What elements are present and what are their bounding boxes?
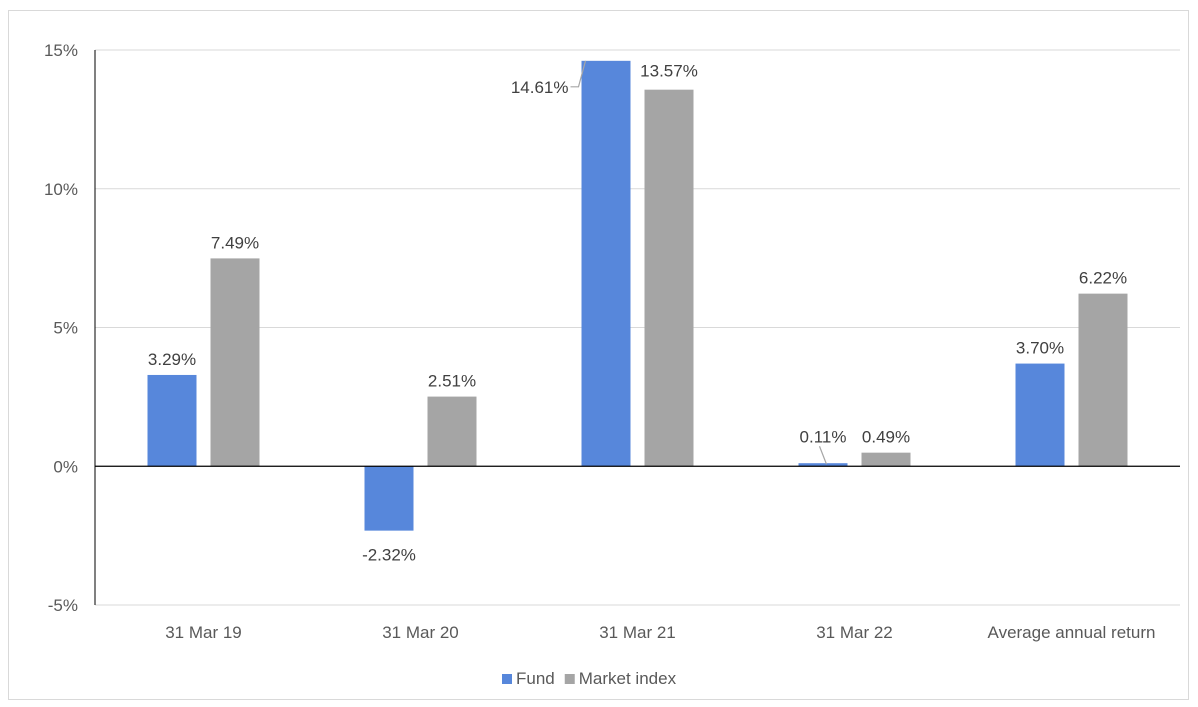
x-tick-label: 31 Mar 21 <box>599 623 676 642</box>
market-index-legend-swatch <box>564 674 575 684</box>
fund-data-label: -2.32% <box>362 546 416 565</box>
market-index-data-label: 0.49% <box>862 428 910 447</box>
fund-data-label: 3.70% <box>1016 339 1064 358</box>
x-tick-label: 31 Mar 22 <box>816 623 893 642</box>
y-tick-label: 10% <box>44 180 78 199</box>
y-tick-label: 0% <box>53 457 78 476</box>
fund-legend-swatch <box>502 674 512 684</box>
market-index-data-label: 6.22% <box>1079 269 1127 288</box>
market-index-bar <box>644 89 694 467</box>
market-index-bar <box>861 452 911 467</box>
y-tick-label: -5% <box>48 596 78 615</box>
fund-bar <box>1015 363 1065 467</box>
market-index-bar <box>427 396 477 467</box>
x-tick-label: 31 Mar 19 <box>165 623 242 642</box>
market-index-bar <box>1078 293 1128 467</box>
fund-bar <box>581 60 631 467</box>
y-tick-label: 15% <box>44 41 78 60</box>
fund-data-label: 3.29% <box>148 350 196 369</box>
market-index-data-label: 2.51% <box>428 372 476 391</box>
fund-data-label: 14.61% <box>511 78 569 97</box>
fund-data-label: 0.11% <box>800 427 847 446</box>
fund-legend-label: Fund <box>516 669 555 688</box>
y-tick-label: 5% <box>53 319 78 338</box>
market-index-data-label: 13.57% <box>640 62 698 81</box>
fund-bar <box>147 374 197 467</box>
market-index-data-label: 7.49% <box>211 233 259 252</box>
fund-bar <box>798 463 848 467</box>
market-index-legend-label: Market index <box>579 669 677 688</box>
market-index-bar <box>210 258 260 467</box>
x-tick-label: Average annual return <box>988 623 1156 642</box>
leader-line <box>818 446 828 465</box>
fund-bar <box>364 466 414 531</box>
x-tick-label: 31 Mar 20 <box>382 623 459 642</box>
leader-line <box>570 60 587 88</box>
